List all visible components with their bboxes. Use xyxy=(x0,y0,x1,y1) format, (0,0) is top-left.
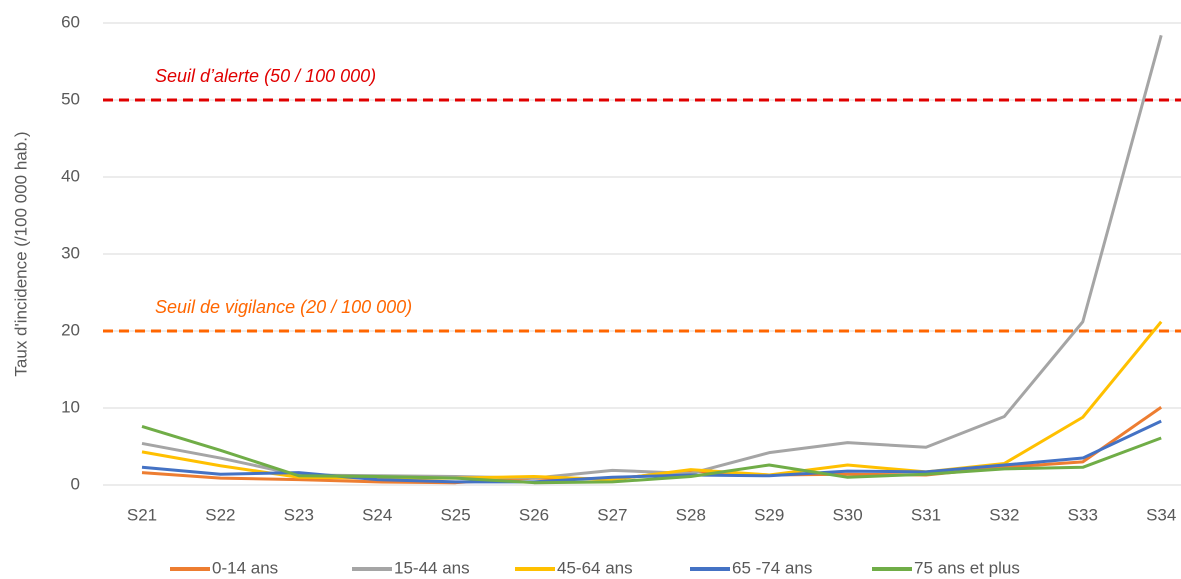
x-tick-label: S22 xyxy=(205,505,235,524)
series-line xyxy=(141,320,1163,482)
legend-label: 65 -74 ans xyxy=(732,558,812,577)
series-line xyxy=(141,34,1163,480)
legend-label: 0-14 ans xyxy=(212,558,278,577)
threshold-label: Seuil d’alerte (50 / 100 000) xyxy=(155,66,376,86)
y-axis-label: Taux d'incidence (/100 000 hab.) xyxy=(11,131,30,376)
x-tick-label: S30 xyxy=(832,505,862,524)
series-line xyxy=(141,419,1162,484)
series-line xyxy=(141,425,1162,485)
x-tick-label: S23 xyxy=(284,505,314,524)
y-tick-label: 20 xyxy=(61,320,80,339)
x-tick-label: S25 xyxy=(440,505,470,524)
legend-label: 75 ans et plus xyxy=(914,558,1020,577)
x-tick-label: S28 xyxy=(676,505,706,524)
x-tick-label: S33 xyxy=(1068,505,1098,524)
threshold-label: Seuil de vigilance (20 / 100 000) xyxy=(155,297,412,317)
x-tick-label: S31 xyxy=(911,505,941,524)
x-tick-label: S24 xyxy=(362,505,392,524)
x-tick-label: S29 xyxy=(754,505,784,524)
legend-label: 45-64 ans xyxy=(557,558,633,577)
y-tick-label: 60 xyxy=(61,12,80,31)
x-tick-label: S32 xyxy=(989,505,1019,524)
y-tick-label: 30 xyxy=(61,243,80,262)
x-tick-label: S26 xyxy=(519,505,549,524)
y-tick-label: 0 xyxy=(71,474,80,493)
y-tick-label: 50 xyxy=(61,89,80,108)
y-tick-label: 40 xyxy=(61,166,80,185)
x-tick-label: S21 xyxy=(127,505,157,524)
x-tick-label: S34 xyxy=(1146,505,1176,524)
x-tick-label: S27 xyxy=(597,505,627,524)
legend-label: 15-44 ans xyxy=(394,558,470,577)
y-tick-label: 10 xyxy=(61,397,80,416)
